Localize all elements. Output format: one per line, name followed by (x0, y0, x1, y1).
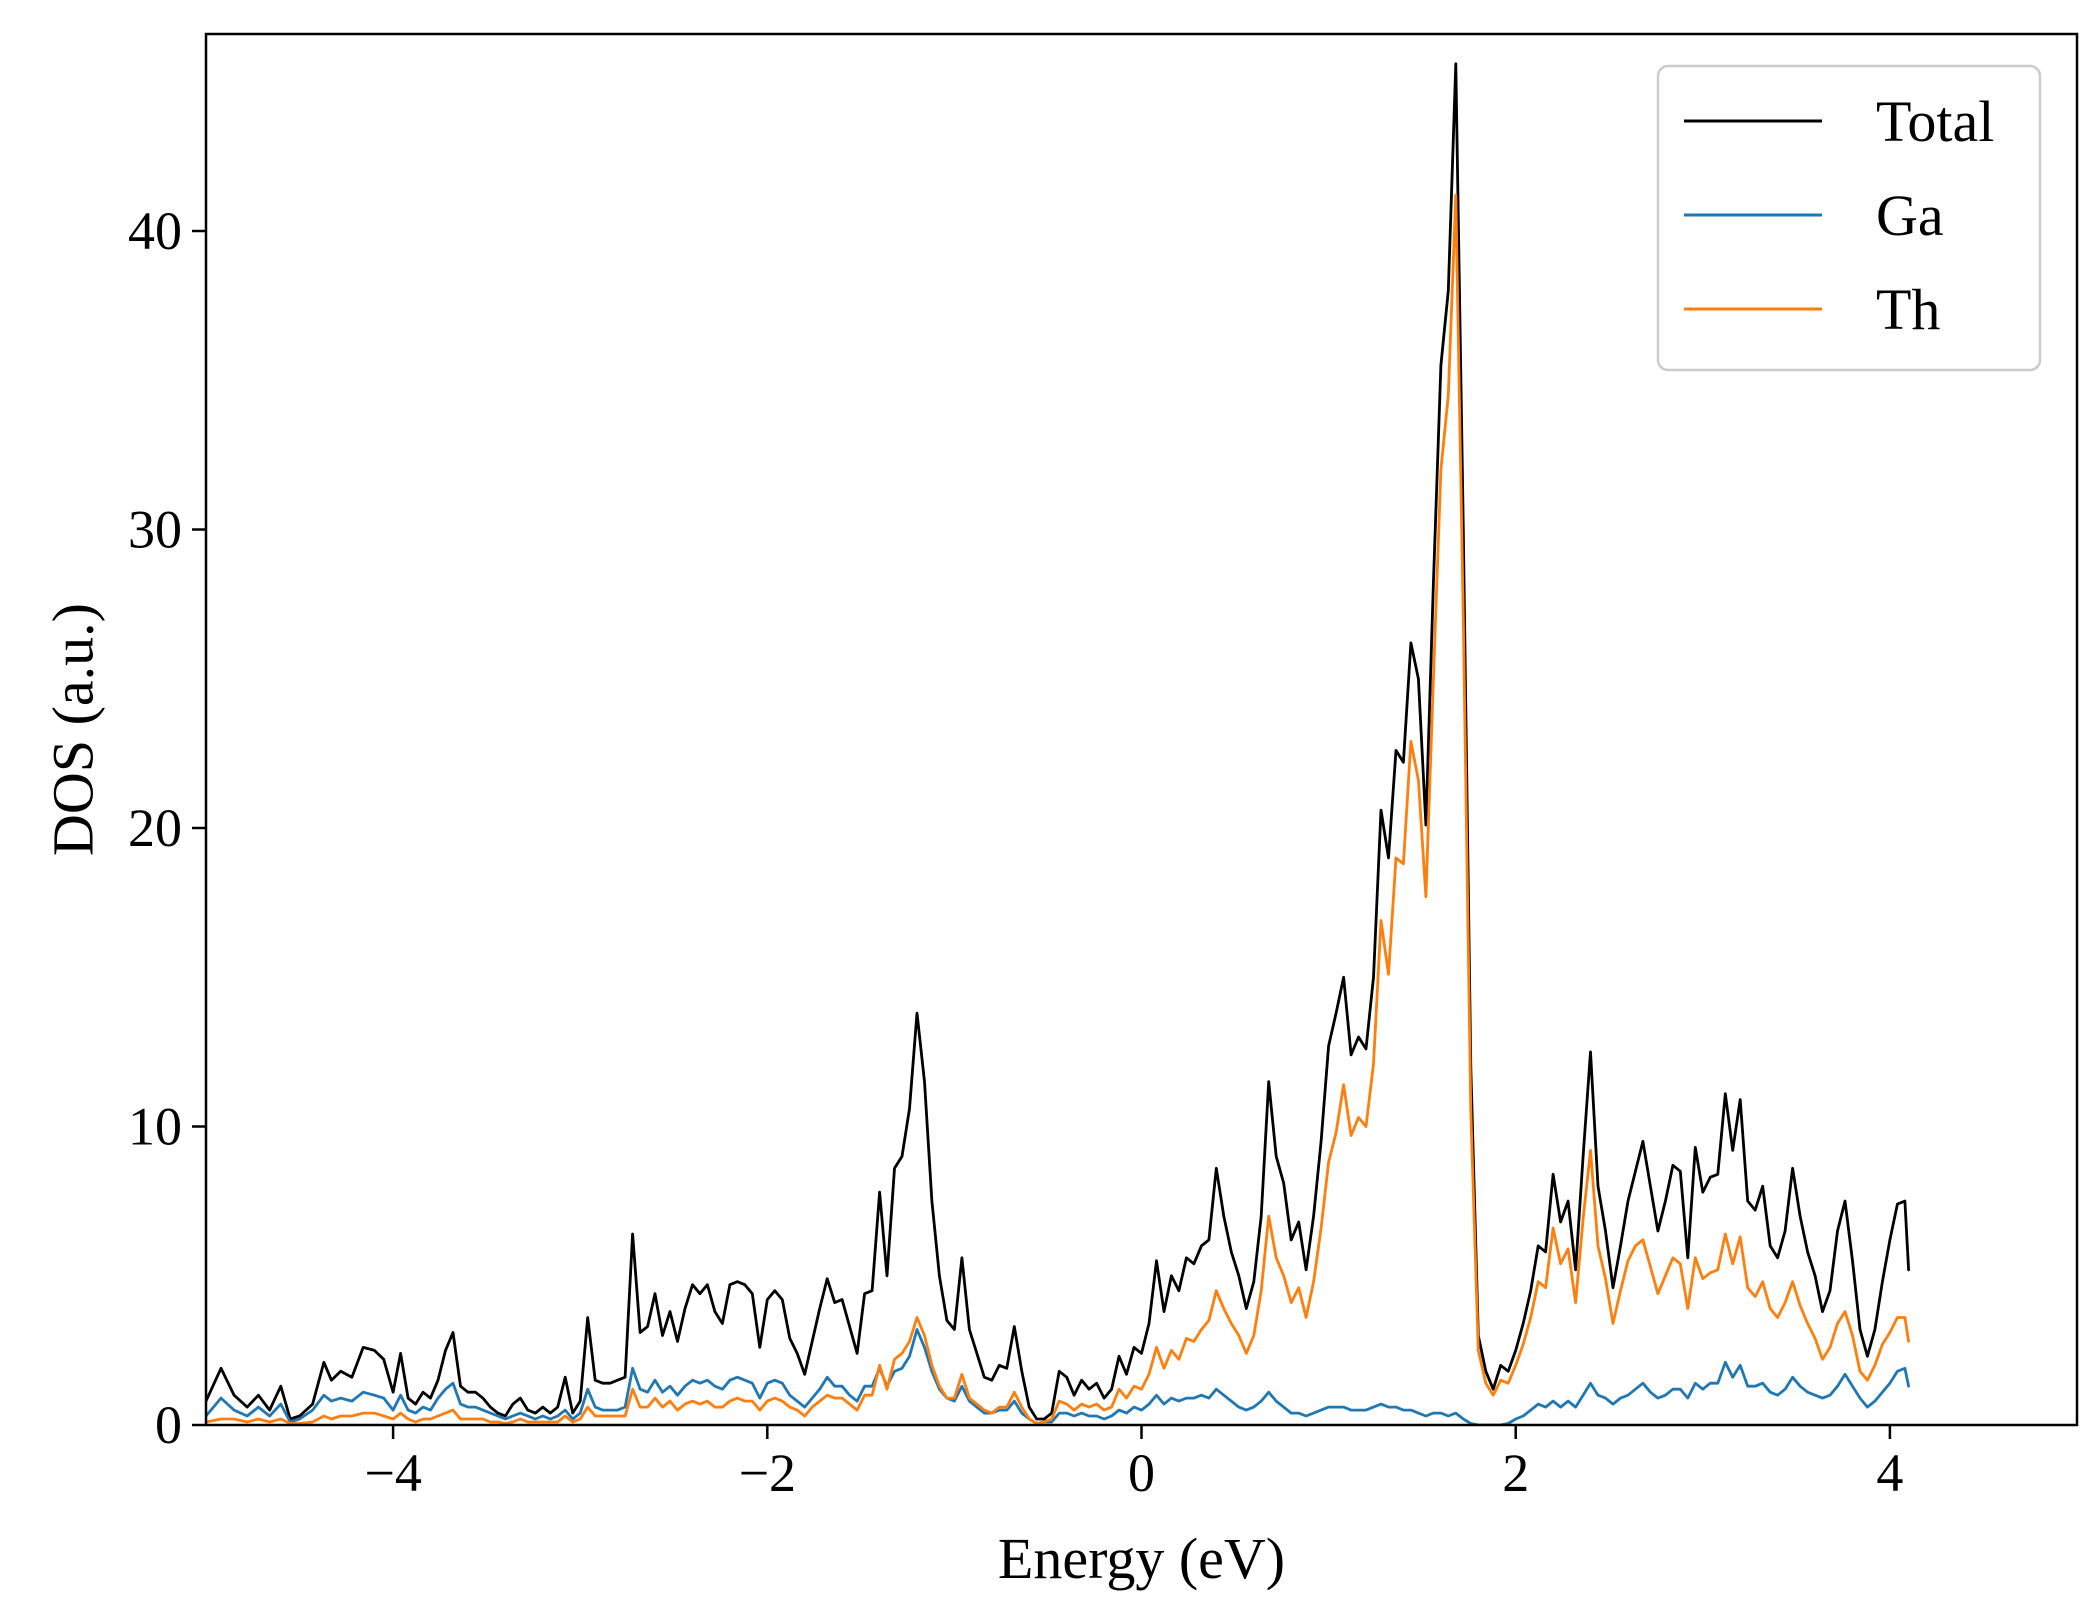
y-tick-label: 30 (128, 500, 182, 560)
x-tick-label: 4 (1876, 1443, 1903, 1503)
x-tick-label: −2 (739, 1443, 796, 1503)
y-tick-label: 40 (128, 201, 182, 261)
x-tick-label: −4 (364, 1443, 421, 1503)
legend-label-th: Th (1876, 277, 1940, 342)
series-line-ga (206, 1328, 1910, 1425)
series-layer (206, 62, 1910, 1425)
x-tick-label: 0 (1128, 1443, 1155, 1503)
series-line-total (206, 62, 1910, 1421)
x-axis-label: Energy (eV) (998, 1526, 1285, 1591)
legend-label-total: Total (1876, 89, 1994, 154)
legend-box (1656, 64, 2042, 372)
legend-label-ga: Ga (1876, 183, 1944, 248)
y-tick-label: 20 (128, 798, 182, 858)
y-tick-label: 10 (128, 1097, 182, 1157)
series-line-th (206, 193, 1910, 1425)
legend: Total Ga Th (1656, 64, 2042, 372)
x-tick-label: 2 (1502, 1443, 1529, 1503)
y-tick-label: 0 (155, 1395, 182, 1455)
y-axis-label: DOS (a.u.) (40, 603, 105, 856)
